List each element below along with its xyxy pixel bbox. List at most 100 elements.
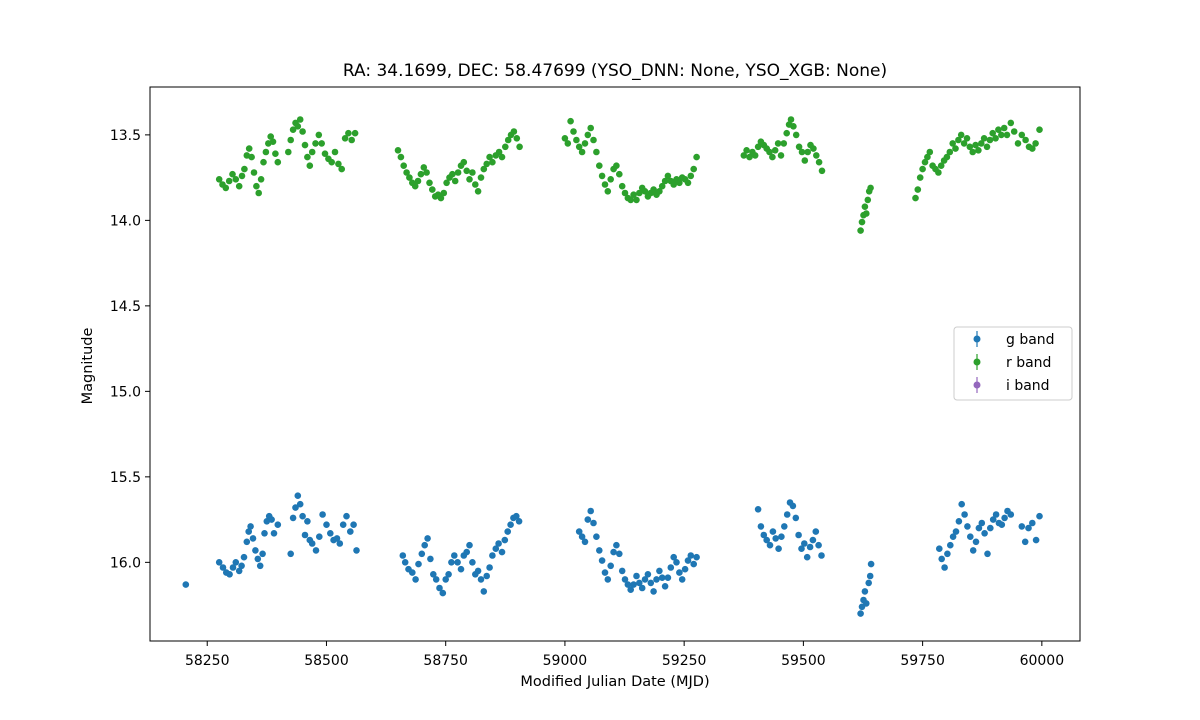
legend-label-g: g band: [1006, 332, 1055, 348]
data-point-r-band: [858, 218, 866, 226]
data-point-r-band: [946, 148, 954, 156]
data-point-r-band: [561, 135, 569, 142]
data-point-r-band: [245, 145, 253, 152]
data-point-g-band: [1007, 511, 1015, 518]
data-point-g-band: [409, 569, 416, 576]
data-point-g-band: [336, 540, 344, 547]
data-point-r-band: [414, 177, 422, 185]
legend-label-r: r band: [1006, 355, 1051, 371]
data-point-r-band: [443, 179, 450, 187]
data-point-r-band: [315, 131, 323, 139]
data-point-r-band: [1022, 136, 1029, 144]
data-point-g-band: [938, 555, 945, 563]
data-point-r-band: [969, 148, 976, 156]
data-point-g-band: [327, 530, 334, 537]
data-point-g-band: [304, 518, 311, 525]
data-point-g-band: [653, 576, 660, 583]
data-point-r-band: [627, 196, 634, 204]
data-point-g-band: [299, 512, 306, 520]
data-point-g-band: [412, 576, 419, 583]
data-point-r-band: [437, 194, 445, 202]
data-point-g-band: [1001, 514, 1008, 522]
data-point-r-band: [912, 194, 919, 202]
data-point-r-band: [483, 160, 491, 168]
data-point-g-band: [656, 567, 663, 575]
data-point-g-band: [308, 540, 316, 547]
legend-item-r-band: r band: [973, 354, 1051, 371]
data-point-g-band: [578, 533, 586, 540]
data-point-g-band: [240, 553, 248, 561]
data-point-g-band: [815, 541, 822, 549]
data-point-r-band: [601, 181, 609, 188]
data-point-g-band: [1029, 519, 1036, 527]
data-point-g-band: [436, 584, 443, 592]
data-point-g-band: [667, 564, 675, 571]
data-point-g-band: [312, 547, 320, 554]
data-point-g-band: [292, 504, 299, 511]
data-point-g-band: [867, 560, 875, 568]
data-point-r-band: [440, 189, 448, 197]
data-point-g-band: [442, 576, 450, 583]
data-point-g-band: [268, 516, 275, 523]
data-point-r-band: [1003, 131, 1011, 139]
data-point-r-band: [400, 162, 408, 169]
data-point-r-band: [460, 158, 468, 166]
data-point-g-band: [630, 581, 637, 588]
data-point-g-band: [636, 579, 643, 587]
data-point-g-band: [607, 562, 614, 570]
data-point-r-band: [257, 176, 265, 183]
data-point-r-band: [604, 188, 612, 195]
data-point-r-band: [670, 181, 677, 188]
data-point-g-band: [243, 538, 251, 546]
data-point-r-band: [463, 167, 471, 175]
data-point-g-band: [947, 541, 954, 549]
y-tick-label: 15.5: [110, 470, 141, 486]
data-point-r-band: [474, 188, 482, 195]
data-point-r-band: [318, 140, 326, 147]
data-point-r-band: [429, 186, 436, 193]
data-point-r-band: [306, 162, 314, 169]
data-point-r-band: [780, 140, 788, 147]
data-point-g-band: [861, 588, 869, 595]
data-point-r-band: [1000, 124, 1008, 132]
x-tick-label: 59000: [543, 653, 588, 669]
data-point-r-band: [397, 153, 405, 161]
data-point-r-band: [1036, 126, 1043, 133]
data-point-r-band: [972, 141, 979, 149]
data-point-g-band: [863, 600, 870, 607]
data-point-g-band: [673, 559, 680, 566]
data-point-r-band: [804, 148, 811, 156]
data-point-g-band: [818, 552, 825, 559]
data-point-g-band: [333, 535, 341, 542]
data-point-r-band: [341, 135, 349, 142]
data-point-g-band: [350, 521, 357, 528]
data-point-g-band: [944, 550, 951, 558]
data-point-g-band: [975, 524, 983, 532]
data-point-r-band: [575, 143, 583, 151]
data-point-g-band: [270, 530, 278, 537]
data-point-g-band: [661, 583, 669, 590]
data-point-g-band: [676, 569, 683, 576]
data-point-g-band: [424, 535, 431, 542]
data-point-g-band: [633, 572, 640, 580]
data-point-g-band: [501, 536, 509, 544]
data-point-r-band: [743, 147, 750, 154]
data-point-r-band: [607, 176, 614, 183]
data-point-r-band: [406, 174, 413, 181]
data-point-g-band: [1025, 524, 1032, 532]
data-point-r-band: [935, 169, 942, 176]
data-point-g-band: [232, 559, 240, 566]
data-point-r-band: [394, 147, 402, 154]
legend-label-i: i band: [1006, 378, 1050, 394]
data-point-r-band: [1032, 140, 1039, 147]
data-point-g-band: [624, 581, 632, 588]
data-point-r-band: [989, 129, 996, 137]
data-point-r-band: [616, 170, 623, 178]
data-point-g-band: [451, 552, 458, 559]
data-point-g-band: [259, 550, 266, 558]
data-point-g-band: [1021, 538, 1029, 546]
data-point-g-band: [604, 576, 612, 583]
legend-marker-i: [973, 381, 981, 389]
data-point-r-band: [466, 176, 473, 183]
data-point-r-band: [287, 136, 295, 144]
